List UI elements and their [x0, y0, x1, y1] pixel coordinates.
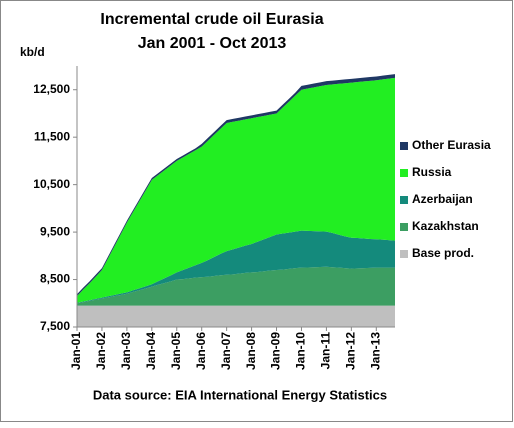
legend-swatch	[400, 196, 408, 204]
area	[77, 74, 395, 297]
legend-label: Other Eurasia	[412, 138, 491, 152]
y-tick-label: 7,500	[40, 319, 70, 333]
area	[77, 266, 395, 306]
x-tick-label: Jan-08	[244, 332, 258, 370]
legend-label: Kazakhstan	[412, 219, 479, 233]
x-tick-label: Jan-07	[219, 332, 233, 370]
x-tick-label: Jan-01	[69, 332, 83, 370]
legend-swatch	[400, 223, 408, 231]
x-tick-label: Jan-11	[319, 332, 333, 370]
x-tick-label: Jan-02	[94, 332, 108, 370]
legend-swatch	[400, 169, 408, 177]
x-tick-label: Jan-03	[119, 332, 133, 370]
legend-label: Base prod.	[412, 246, 474, 260]
x-tick-label: Jan-13	[368, 332, 382, 370]
y-tick-label: 9,500	[40, 224, 70, 238]
x-tick-label: Jan-06	[194, 332, 208, 370]
source-note: Data source: EIA International Energy St…	[93, 387, 387, 402]
area	[77, 230, 395, 304]
x-tick-label: Jan-09	[269, 332, 283, 370]
y-tick-label: 12,500	[33, 82, 70, 96]
x-tick-label: Jan-10	[294, 332, 308, 370]
chart-title: Incremental crude oil Eurasia	[100, 11, 323, 28]
y-tick-label: 11,500	[34, 129, 70, 143]
legend-label: Russia	[412, 165, 452, 179]
y-tick-label: 8,500	[40, 272, 70, 286]
y-axis-label: kb/d	[20, 45, 45, 59]
area	[77, 305, 395, 327]
x-tick-label: Jan-04	[144, 332, 158, 370]
legend-swatch	[400, 250, 408, 258]
x-tick-label: Jan-12	[344, 332, 358, 370]
legend-label: Azerbaijan	[412, 192, 473, 206]
y-tick-label: 10,500	[33, 177, 70, 191]
x-tick-label: Jan-05	[169, 332, 183, 370]
chart-subtitle: Jan 2001 - Oct 2013	[138, 35, 287, 52]
legend-swatch	[400, 142, 408, 150]
area	[77, 77, 395, 303]
